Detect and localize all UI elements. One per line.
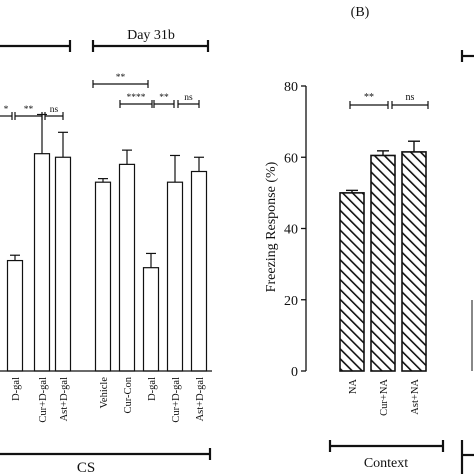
panel-a-bar: [190, 170, 208, 372]
panel-a-x-tick-label: Cur+D-gal: [171, 377, 182, 423]
panel-a-significance-bar: *: [0, 105, 13, 120]
panel-b-error-bar: [377, 150, 389, 156]
panel-a-x-tick-label: Ast+D-gal: [59, 377, 70, 421]
panel-a-significance-bar: ****: [119, 93, 153, 108]
panel-b-significance-bar: ns: [391, 92, 429, 109]
panel-a-significance-label: ns: [50, 105, 59, 115]
panel-b-label: (B): [351, 5, 370, 20]
panel-a-significance-label: **: [116, 73, 126, 83]
panel-a-error-bar: [194, 156, 204, 172]
panel-b-x-tick-label: NA: [348, 379, 359, 395]
panel-a-bar: [142, 267, 160, 372]
panel-b-significance-label: ns: [406, 92, 415, 103]
panel-a-significance-bar: ns: [177, 93, 200, 108]
panel-b-x-tick-label: Ast+NA: [410, 379, 421, 415]
panel-a-significance-label: *: [4, 105, 9, 115]
panel-b-significance-bars: ** ns: [349, 92, 429, 109]
panel-b-bar: [370, 154, 396, 372]
panel-a-significance-bar: **: [14, 105, 43, 120]
panel-b-bar: [339, 192, 365, 372]
panel-a-bar: [166, 181, 184, 372]
panel-a-bar: [94, 181, 112, 372]
panel-a-x-tick-label: D-gal: [11, 377, 22, 401]
panel-a-x-tick-label: Ast+D-gal: [195, 377, 206, 421]
panel-a-bar: [118, 163, 136, 372]
panel-b-x-tick-label: Cur+NA: [379, 379, 390, 416]
panel-a-xlabel-bracket: [0, 448, 212, 460]
panel-a-significance-label: ns: [184, 93, 193, 103]
panel-b-bar: [401, 151, 427, 372]
panel-b-y-tick-label: 60: [284, 151, 298, 166]
panel-a-significance-label: ****: [127, 93, 146, 103]
panel-a-error-bar: [98, 178, 108, 183]
panel-a-xlabel: CS: [77, 460, 95, 474]
panel-a-x-tick-label: Cur+D-gal: [38, 377, 49, 423]
panel-b: (B) Freezing Response (%) 0 20 40 60 80 ** ns…: [264, 5, 474, 474]
panel-a-significance-bar: **: [92, 73, 149, 88]
panel-a-bars: [6, 153, 208, 372]
panel-a-error-bar: [10, 254, 20, 261]
panel-b-error-bar: [346, 189, 358, 193]
cropped-panel-fragment: [460, 50, 474, 474]
panel-a-x-tick-label: D-gal: [147, 377, 158, 401]
panel-a-title: Day 31b: [127, 28, 175, 43]
panel-b-xlabel: Context: [364, 456, 408, 471]
panel-b-x-tick-labels: NA Cur+NA Ast+NA: [348, 379, 421, 416]
panel-b-y-tick-label: 20: [284, 294, 298, 309]
panel-a-x-tick-labels: D-gal Cur+D-gal Ast+D-gal Vehicle Cur-Con D-g…: [11, 376, 206, 422]
panel-b-y-tick-label: 40: [284, 223, 298, 238]
panel-b-significance-label: **: [364, 92, 374, 103]
panel-a-significance-label: **: [24, 105, 34, 115]
panel-a-error-bar: [37, 113, 47, 154]
panel-a-bar: [54, 156, 72, 372]
panel-a-x-tick-label: Vehicle: [99, 377, 110, 409]
panel-b-bars: [339, 151, 427, 372]
panel-a-x-tick-label: Cur-Con: [123, 376, 134, 413]
panel-a-significance-bar: **: [153, 93, 175, 108]
panel-a: Day 31b * ** ns****** ** ns D-gal Cur+D-gal As…: [0, 28, 212, 474]
panel-a-error-bar: [122, 149, 132, 165]
panel-a-title-bracket: [0, 40, 210, 52]
panel-b-error-bar: [408, 140, 420, 152]
panel-a-significance-bars: * ** ns****** ** ns: [0, 73, 200, 120]
panel-a-error-bar: [58, 131, 68, 158]
panel-b-xlabel-bracket: [328, 440, 445, 452]
panel-a-error-bar: [170, 154, 180, 183]
panel-a-bar: [33, 153, 51, 372]
panel-a-bar: [6, 259, 24, 372]
panel-a-significance-bar: ns: [44, 105, 64, 120]
panel-a-significance-label: **: [159, 93, 169, 103]
panel-b-error-bars: [346, 140, 420, 193]
panel-b-y-tick-label: 80: [284, 80, 298, 95]
panel-b-ylabel: Freezing Response (%): [264, 161, 279, 292]
panel-a-error-bar: [146, 252, 156, 268]
panel-b-significance-bar: **: [349, 92, 389, 109]
panel-b-y-tick-label: 0: [291, 365, 298, 380]
panel-b-y-axis: 0 20 40 60 80: [284, 80, 307, 380]
panel-a-error-bars: [10, 113, 204, 268]
